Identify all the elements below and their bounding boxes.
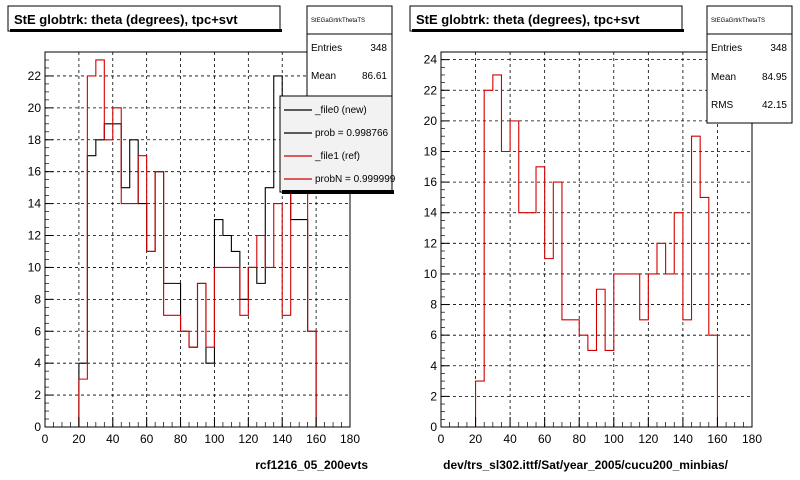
right-stats-box: StEGaGrtrkThetaTS Entries 348 Mean 84.95… — [706, 5, 793, 124]
y-tick-label: 0 — [34, 420, 41, 434]
legend-label-probn: probN = 0.999999 — [315, 174, 396, 185]
right-stats-mean-label: Mean — [711, 72, 736, 83]
y-tick-label: 12 — [424, 236, 438, 250]
y-tick-label: 0 — [430, 420, 437, 434]
left-histogram-panel: 0 2 4 6 8 10 12 14 16 18 20 22 0 20 40 60 80 100 120 140 16… — [7, 5, 396, 472]
x-tick-label: 0 — [438, 432, 445, 446]
y-tick-label: 24 — [424, 53, 438, 67]
x-tick-label: 180 — [340, 432, 360, 446]
y-tick-label: 14 — [424, 206, 438, 220]
x-tick-label: 100 — [204, 432, 224, 446]
left-y-ticks: 0 2 4 6 8 10 12 14 16 18 20 22 — [28, 51, 53, 434]
right-stats-entries: 348 — [770, 43, 787, 54]
y-tick-label: 4 — [34, 356, 41, 370]
x-tick-label: 20 — [469, 432, 483, 446]
x-tick-label: 180 — [742, 432, 762, 446]
left-stats-mean: 86.61 — [362, 71, 387, 82]
y-tick-label: 16 — [424, 175, 438, 189]
y-tick-label: 20 — [424, 114, 438, 128]
legend-label-file1: _file1 (ref) — [314, 151, 360, 162]
x-tick-label: 80 — [573, 432, 587, 446]
x-tick-label: 40 — [106, 432, 120, 446]
left-stats-entries-label: Entries — [311, 43, 342, 54]
histogram-series-0 — [475, 74, 718, 427]
y-tick-label: 8 — [34, 292, 41, 306]
y-tick-label: 20 — [28, 101, 42, 115]
y-tick-label: 14 — [28, 197, 42, 211]
x-tick-label: 60 — [140, 432, 154, 446]
x-tick-label: 40 — [503, 432, 517, 446]
x-tick-label: 120 — [638, 432, 658, 446]
right-plot-frame — [440, 51, 753, 428]
y-tick-label: 18 — [28, 133, 42, 147]
right-chart-title: StE globtrk: theta (degrees), tpc+svt — [416, 12, 640, 27]
x-tick-label: 0 — [42, 432, 49, 446]
legend-label-prob: prob = 0.998766 — [315, 128, 389, 139]
right-x-axis-label: dev/trs_sl302.ittf/Sat/year_2005/cucu200… — [443, 458, 728, 472]
x-tick-label: 140 — [272, 432, 292, 446]
x-tick-label: 80 — [174, 432, 188, 446]
left-stats-name: StEGaGrtrkThetaTS — [311, 18, 365, 24]
histogram-series-1 — [78, 59, 317, 427]
x-tick-label: 20 — [72, 432, 86, 446]
y-tick-label: 10 — [28, 260, 42, 274]
left-stats-mean-label: Mean — [311, 71, 336, 82]
x-tick-label: 120 — [238, 432, 258, 446]
y-tick-label: 6 — [430, 328, 437, 342]
y-tick-label: 4 — [430, 359, 437, 373]
y-tick-label: 12 — [28, 229, 42, 243]
right-stats-entries-label: Entries — [711, 43, 742, 54]
y-tick-label: 2 — [34, 388, 41, 402]
y-tick-label: 22 — [28, 69, 42, 83]
right-stats-name: StEGaGrtrkThetaTS — [711, 18, 765, 24]
left-x-ticks: 0 20 40 60 80 100 120 140 160 180 — [42, 417, 360, 446]
x-tick-label: 160 — [707, 432, 727, 446]
right-stats-mean: 84.95 — [762, 72, 787, 83]
y-tick-label: 6 — [34, 324, 41, 338]
legend-label-file0: _file0 (new) — [314, 105, 367, 116]
y-tick-label: 8 — [430, 298, 437, 312]
left-chart-title: StE globtrk: theta (degrees), tpc+svt — [14, 12, 238, 27]
right-x-ticks: 0 20 40 60 80 100 120 140 160 180 — [438, 417, 762, 446]
left-series-group — [78, 59, 317, 427]
x-tick-label: 160 — [306, 432, 326, 446]
right-stats-rms-label: RMS — [711, 100, 734, 111]
left-legend: _file0 (new) prob = 0.998766 _file1 (ref… — [279, 95, 396, 194]
right-title-box — [409, 5, 683, 32]
right-series-group — [475, 74, 718, 427]
left-stats-box: StEGaGrtrkThetaTS Entries 348 Mean 86.61 — [306, 5, 393, 97]
y-tick-label: 10 — [424, 267, 438, 281]
y-tick-label: 18 — [424, 144, 438, 158]
x-tick-label: 140 — [673, 432, 693, 446]
x-tick-label: 60 — [538, 432, 552, 446]
y-tick-label: 22 — [424, 83, 438, 97]
right-stats-rms: 42.15 — [762, 100, 787, 111]
y-tick-label: 16 — [28, 165, 42, 179]
left-x-axis-label: rcf1216_05_200evts — [255, 458, 368, 472]
y-tick-label: 2 — [430, 389, 437, 403]
x-tick-label: 100 — [604, 432, 624, 446]
left-stats-entries: 348 — [370, 43, 387, 54]
